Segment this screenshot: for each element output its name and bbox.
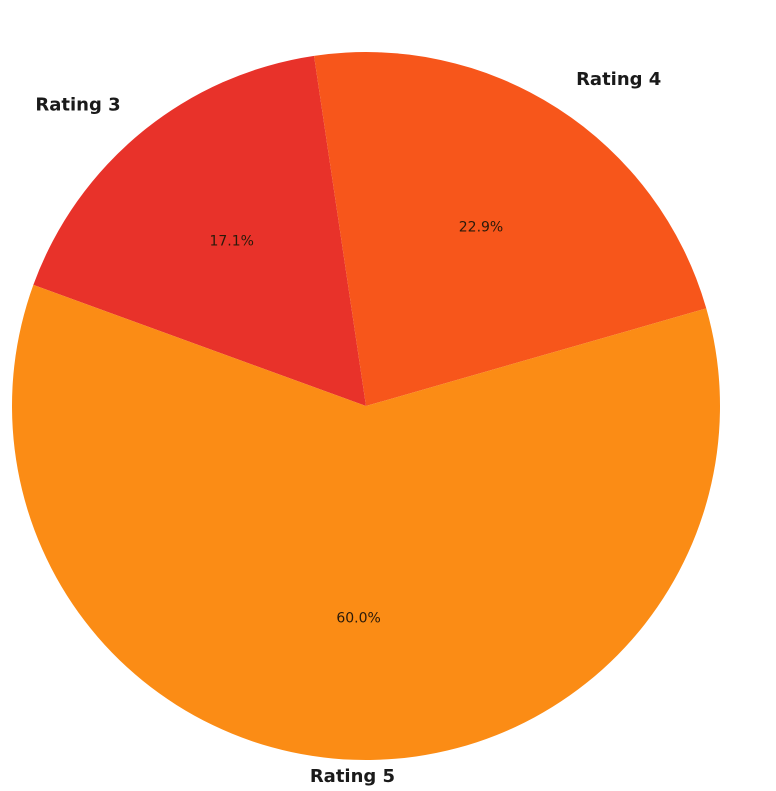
slice-value-label: 60.0% (336, 610, 380, 626)
pie-slice-rating-5 (12, 284, 720, 761)
pie-slices (12, 52, 720, 761)
pie-value-labels: 17.1% 22.9% 60.0% (209, 219, 503, 626)
slice-category-label: Rating 3 (35, 94, 120, 115)
slice-category-label: Rating 5 (310, 766, 395, 787)
pie-slice-rating-4 (314, 52, 707, 407)
slice-value-label: 22.9% (459, 219, 503, 235)
slice-category-label: Rating 4 (576, 69, 661, 90)
pie-slice-rating-3 (33, 55, 366, 407)
slice-value-label: 17.1% (209, 233, 253, 249)
pie-category-labels: Rating 3 Rating 4 Rating 5 (35, 69, 661, 787)
